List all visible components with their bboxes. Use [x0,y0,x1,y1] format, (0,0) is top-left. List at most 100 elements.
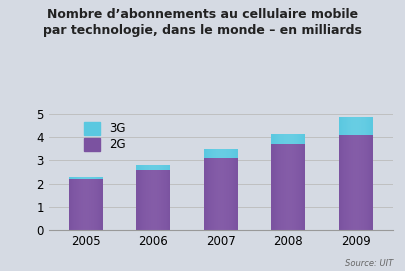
Bar [211,158,212,230]
Bar [230,158,231,230]
Bar [166,170,167,230]
Bar [143,165,144,170]
Bar [149,170,150,230]
Bar [81,178,83,179]
Bar [276,144,277,230]
Bar [73,178,75,179]
Bar [362,135,364,230]
Bar [285,144,286,230]
Bar [361,135,362,230]
Bar [299,144,301,230]
Bar [100,178,102,179]
Bar [152,165,153,170]
Bar [168,165,169,170]
Bar [140,170,141,230]
Bar [147,165,148,170]
Bar [215,149,216,158]
Bar [87,179,88,230]
Bar [212,149,213,158]
Bar [339,135,340,230]
Bar [349,117,350,135]
Bar [296,134,297,144]
Bar [98,178,99,179]
Bar [298,134,300,144]
Bar [271,134,273,144]
Bar [345,135,347,230]
Bar [356,117,357,135]
Bar [72,179,73,230]
Bar [208,149,210,158]
Bar [145,170,147,230]
Legend: 3G, 2G: 3G, 2G [82,120,128,154]
Bar [92,179,93,230]
Bar [100,179,102,230]
Bar [85,179,86,230]
Bar [351,117,352,135]
Text: Source: UIT: Source: UIT [345,259,393,268]
Bar [156,165,157,170]
Bar [359,135,360,230]
Bar [71,178,72,179]
Bar [233,158,234,230]
Bar [95,179,96,230]
Bar [351,135,352,230]
Bar [342,117,343,135]
Bar [157,170,158,230]
Bar [164,165,166,170]
Bar [149,165,150,170]
Bar [145,165,147,170]
Bar [218,158,220,230]
Bar [226,149,228,158]
Bar [299,134,301,144]
Bar [211,149,212,158]
Bar [167,165,168,170]
Bar [154,170,156,230]
Bar [278,144,279,230]
Bar [235,158,237,230]
Bar [102,179,103,230]
Bar [289,144,291,230]
Bar [87,178,88,179]
Text: Nombre d’abonnements au cellulaire mobile
par technologie, dans le monde – en mi: Nombre d’abonnements au cellulaire mobil… [43,8,362,37]
Bar [216,149,217,158]
Bar [89,179,90,230]
Bar [273,144,274,230]
Bar [366,117,367,135]
Bar [364,135,365,230]
Bar [355,135,356,230]
Bar [158,170,159,230]
Bar [95,178,96,179]
Bar [159,165,160,170]
Bar [222,149,223,158]
Bar [275,134,276,144]
Bar [77,179,78,230]
Bar [97,178,98,179]
Bar [78,178,79,179]
Bar [349,135,350,230]
Bar [230,149,231,158]
Bar [81,179,83,230]
Bar [221,158,222,230]
Bar [207,149,209,158]
Bar [354,117,355,135]
Bar [216,158,217,230]
Bar [341,135,342,230]
Bar [277,134,278,144]
Bar [274,134,275,144]
Bar [358,117,359,135]
Bar [144,165,145,170]
Bar [359,117,360,135]
Bar [217,158,219,230]
Bar [294,134,295,144]
Bar [298,144,300,230]
Bar [142,170,143,230]
Bar [214,149,215,158]
Bar [223,158,224,230]
Bar [281,144,283,230]
Bar [287,144,288,230]
Bar [76,179,77,230]
Bar [360,135,362,230]
Bar [365,117,366,135]
Bar [225,149,226,158]
Bar [367,117,368,135]
